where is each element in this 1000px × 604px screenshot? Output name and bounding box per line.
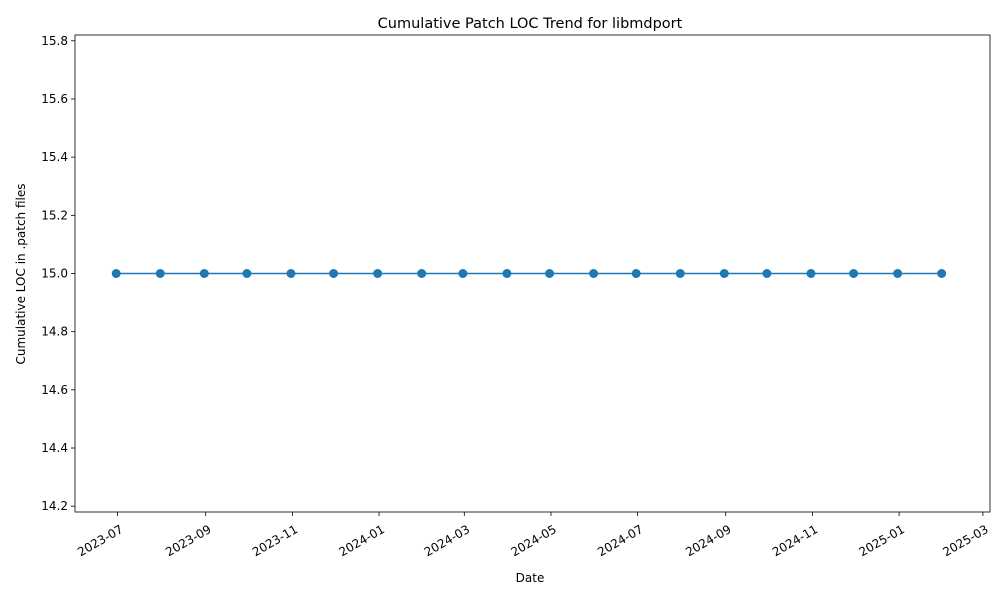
x-tick-label: 2025-01 bbox=[857, 522, 907, 559]
data-point bbox=[893, 269, 903, 278]
plot-area bbox=[111, 269, 947, 278]
x-tick-label: 2023-09 bbox=[163, 522, 213, 559]
data-point bbox=[545, 269, 555, 278]
y-tick-label: 15.0 bbox=[41, 267, 68, 281]
y-tick-label: 14.4 bbox=[41, 441, 68, 455]
data-point bbox=[286, 269, 296, 278]
data-point bbox=[155, 269, 165, 278]
x-tick-label: 2024-01 bbox=[337, 522, 387, 559]
plot-frame bbox=[74, 34, 991, 513]
data-point bbox=[373, 269, 383, 278]
data-point bbox=[111, 269, 121, 278]
x-tick-label: 2023-11 bbox=[250, 522, 300, 559]
y-tick-label: 15.2 bbox=[41, 208, 68, 222]
data-point bbox=[719, 269, 729, 278]
y-tick-label: 14.8 bbox=[41, 325, 68, 339]
x-tick-label: 2024-05 bbox=[508, 522, 558, 559]
y-tick-label: 15.6 bbox=[41, 92, 68, 106]
y-axis-ticks: 14.2 14.4 14.6 14.8 15.0 15.2 15.4 15.6 15.8 bbox=[41, 34, 75, 513]
y-axis-label: Cumulative LOC in .patch files bbox=[14, 184, 28, 365]
y-tick-label: 15.4 bbox=[41, 150, 68, 164]
chart-title: Cumulative Patch LOC Trend for libmdport bbox=[378, 16, 683, 32]
data-point bbox=[417, 269, 427, 278]
data-point bbox=[589, 269, 599, 278]
data-point bbox=[675, 269, 685, 278]
x-axis-label: Date bbox=[516, 571, 545, 585]
data-point bbox=[849, 269, 859, 278]
data-point bbox=[242, 269, 252, 278]
data-point bbox=[502, 269, 512, 278]
x-tick-label: 2024-11 bbox=[770, 522, 820, 559]
data-point bbox=[199, 269, 209, 278]
x-tick-label: 2024-07 bbox=[595, 522, 645, 559]
y-tick-label: 15.8 bbox=[41, 34, 68, 48]
data-point bbox=[762, 269, 772, 278]
data-point bbox=[806, 269, 816, 278]
x-tick-label: 2023-07 bbox=[75, 522, 125, 559]
data-point bbox=[631, 269, 641, 278]
x-tick-label: 2024-09 bbox=[683, 522, 733, 559]
data-point bbox=[458, 269, 468, 278]
data-point bbox=[329, 269, 339, 278]
y-tick-label: 14.2 bbox=[41, 499, 68, 513]
data-point bbox=[937, 269, 947, 278]
y-tick-label: 14.6 bbox=[41, 383, 68, 397]
x-axis-ticks: 2023-07 2023-09 2023-11 2024-01 2024-03 2024-… bbox=[75, 512, 991, 559]
x-tick-label: 2024-03 bbox=[422, 522, 472, 559]
x-tick-label: 2025-03 bbox=[940, 522, 990, 559]
